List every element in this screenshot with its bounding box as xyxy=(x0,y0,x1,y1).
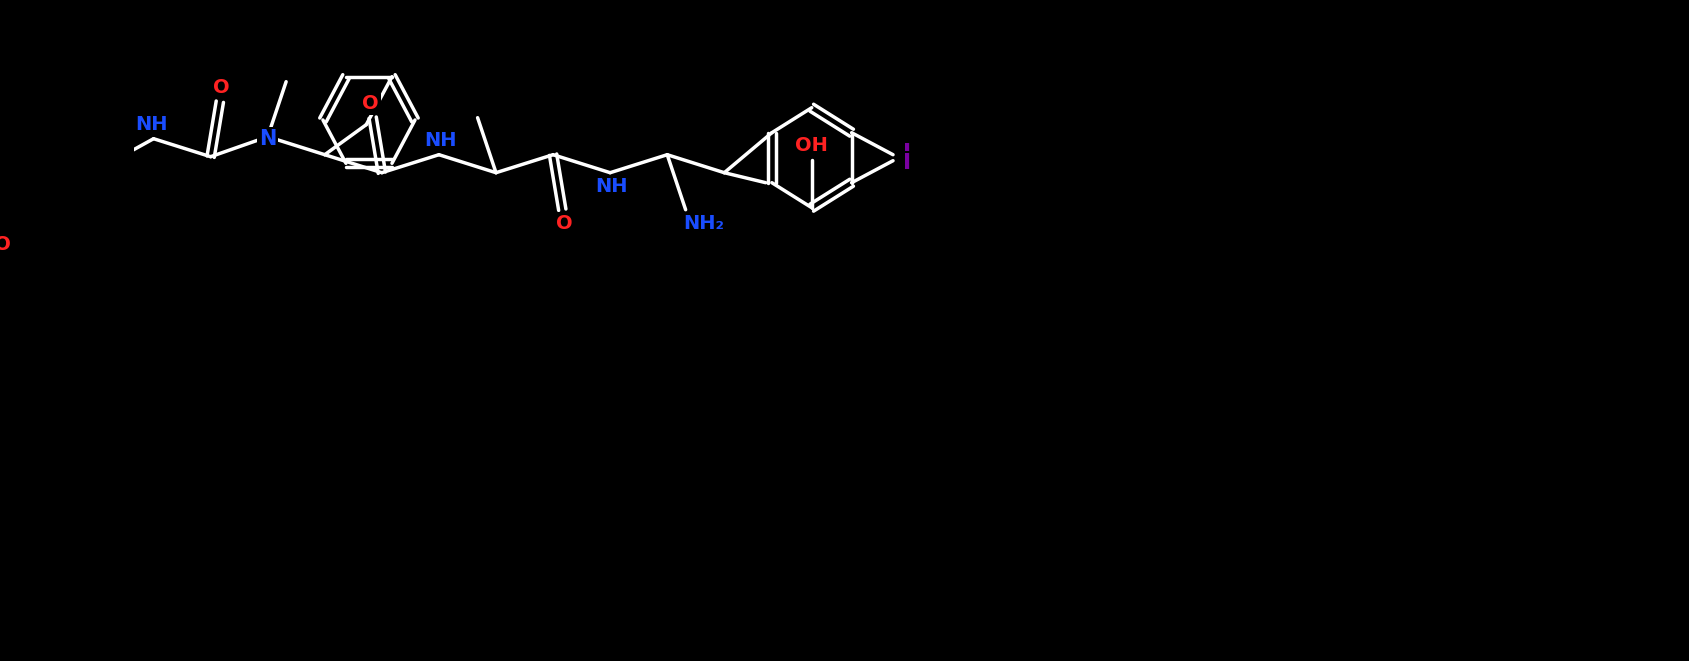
Text: I: I xyxy=(904,143,910,163)
Text: NH: NH xyxy=(596,177,628,196)
Text: OH: OH xyxy=(796,136,828,155)
Text: NH₂: NH₂ xyxy=(684,214,725,233)
Text: I: I xyxy=(904,153,910,173)
Text: O: O xyxy=(213,78,230,97)
Text: NH: NH xyxy=(135,115,167,134)
Text: O: O xyxy=(556,214,573,233)
Text: N: N xyxy=(258,129,277,149)
Text: HO: HO xyxy=(0,235,10,254)
Text: O: O xyxy=(363,95,378,113)
Text: NH: NH xyxy=(424,131,458,150)
